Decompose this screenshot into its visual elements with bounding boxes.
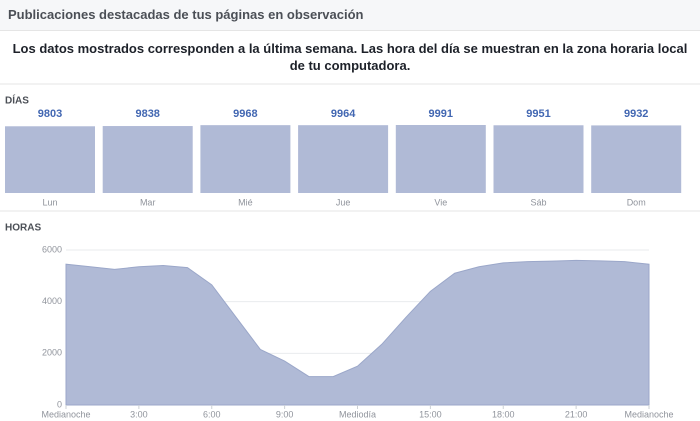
bar [5, 126, 95, 193]
value-label: 9838 [135, 108, 159, 120]
x-tick-label: 18:00 [492, 409, 515, 419]
y-tick-label: 0 [57, 399, 62, 409]
x-tick-label: Lun [42, 197, 57, 207]
notice: Los datos mostrados corresponden a la úl… [12, 41, 688, 73]
x-tick-label: Medianoche [624, 409, 673, 419]
bar [493, 125, 584, 193]
value-label: 9968 [233, 108, 257, 120]
x-tick-label: Sáb [530, 197, 546, 207]
y-tick-label: 6000 [42, 244, 62, 254]
bar [591, 125, 682, 193]
bar [395, 125, 486, 193]
bar [200, 125, 291, 193]
value-label: 9964 [331, 108, 356, 120]
header-title: Publicaciones destacadas de tus páginas … [0, 0, 700, 31]
value-label: 9951 [526, 108, 550, 120]
value-label: 9803 [38, 108, 62, 120]
x-tick-label: Dom [627, 197, 646, 207]
value-label: 9932 [624, 108, 648, 120]
x-tick-label: 6:00 [203, 409, 221, 419]
x-tick-label: Medianoche [41, 409, 90, 419]
x-tick-label: 3:00 [130, 409, 148, 419]
x-tick-label: 15:00 [419, 409, 442, 419]
section-title: HORAS [5, 223, 41, 234]
x-tick-label: Mié [238, 197, 253, 207]
x-tick-label: 21:00 [565, 409, 588, 419]
x-tick-label: Vie [434, 197, 447, 207]
area [65, 259, 650, 406]
x-tick-label: 9:00 [276, 409, 294, 419]
bar [102, 126, 193, 193]
x-tick-label: Mediodía [339, 409, 376, 419]
x-tick-label: Mar [140, 197, 156, 207]
section-title: DÍAS [5, 94, 29, 107]
y-tick-label: 4000 [42, 296, 62, 306]
value-label: 9991 [429, 108, 453, 120]
y-tick-label: 2000 [42, 348, 62, 358]
x-tick-label: Jue [336, 197, 351, 207]
bar [298, 125, 389, 193]
